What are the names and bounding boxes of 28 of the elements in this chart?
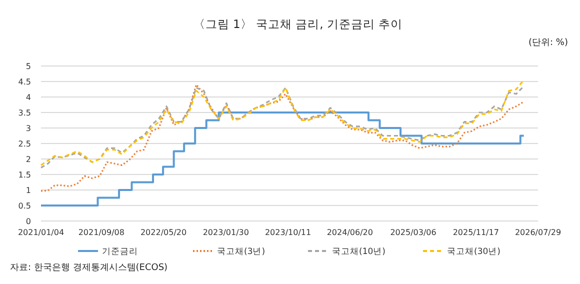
- text: 자료: 한국은행 경제통계시스템(ECOS): [10, 263, 168, 273]
- x-tick-label: 2022/05/20: [140, 228, 187, 237]
- y-tick-label: 4: [26, 93, 31, 102]
- legend-label: 국고채(3년): [217, 247, 266, 257]
- x-tick-label: 2021/01/04: [18, 228, 64, 237]
- y-tick-label: 5: [26, 62, 31, 71]
- legend-label: 기준금리: [102, 247, 138, 257]
- chart-title: 〈그림 1〉 국고채 금리, 기준금리 추이: [193, 17, 403, 31]
- x-tick-label: 2023/01/30: [202, 228, 249, 237]
- text: (단위: %): [528, 38, 568, 48]
- legend-label: 국고채(10년): [332, 247, 386, 257]
- y-tick-label: 2.5: [18, 140, 31, 148]
- y-tick-label: 1.5: [18, 170, 31, 180]
- y-tick-label: 1: [26, 186, 31, 195]
- x-tick-label: 2021/09/08: [78, 228, 124, 237]
- y-tick-label: 2: [26, 155, 31, 164]
- x-tick-label: 2025/11/17: [452, 228, 499, 237]
- y-tick-label: 3: [26, 124, 31, 133]
- y-tick-label: 4.5: [18, 78, 31, 86]
- x-tick-label: 2023/10/11: [264, 228, 312, 237]
- line-series: [40, 84, 525, 192]
- y-tick-label: 0.5: [18, 202, 31, 210]
- x-tick-label: 2025/03/06: [390, 228, 436, 237]
- x-tick-label: 2026/07/29: [514, 228, 562, 237]
- x-tick-label: 2024/06/20: [326, 228, 373, 237]
- y-tick-label: 0: [26, 217, 31, 226]
- legend-label: 국고채(30년): [447, 247, 500, 257]
- y-tick-label: 3.5: [18, 108, 31, 118]
